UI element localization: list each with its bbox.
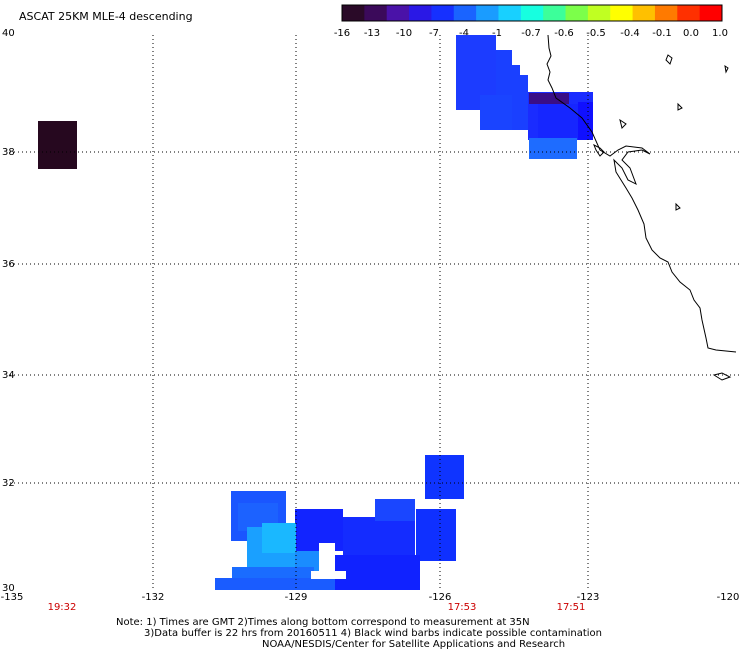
colorbar-cell: [386, 5, 410, 21]
colorbar-label: -16: [334, 28, 350, 39]
colorbar-cell: [610, 5, 634, 21]
colorbar-cell: [565, 5, 589, 21]
coastline: [546, 34, 737, 381]
colorbar-label: -0.1: [652, 28, 672, 39]
colorbar: -16 -13 -10 -7 -4 -1 -0.7 -0.6 -0.5 -0.4…: [334, 4, 728, 39]
colorbar-label: -13: [364, 28, 380, 39]
lon-label: -126: [429, 592, 452, 603]
lon-label: -120: [717, 592, 740, 603]
colorbar-cell: [587, 5, 611, 21]
lat-label: 32: [2, 478, 15, 489]
lat-label: 34: [2, 370, 15, 381]
swath-time: 17:51: [557, 602, 586, 613]
colorbar-cell: [520, 5, 544, 21]
colorbar-cell: [453, 5, 477, 21]
swath-time: 17:53: [448, 602, 477, 613]
colorbar-label: -1: [492, 28, 502, 39]
colorbar-label: 1.0: [712, 28, 728, 39]
colorbar-label: -0.4: [620, 28, 640, 39]
lon-label: -129: [285, 592, 308, 603]
colorbar-cell: [654, 5, 678, 21]
wind-swaths: [38, 35, 593, 590]
credit-line: NOAA/NESDIS/Center for Satellite Applica…: [262, 639, 565, 650]
colorbar-cell: [364, 5, 388, 21]
colorbar-label: -10: [396, 28, 412, 39]
swath-time: 19:32: [48, 602, 77, 613]
colorbar-cell: [699, 5, 723, 21]
colorbar-cell: [476, 5, 499, 21]
colorbar-label: -0.6: [554, 28, 574, 39]
colorbar-cell: [677, 5, 701, 21]
lat-label: 36: [2, 259, 15, 270]
colorbar-cell: [409, 5, 432, 21]
note-line-2: 3)Data buffer is 22 hrs from 20160511 4)…: [144, 628, 602, 639]
colorbar-label: -4: [459, 28, 469, 39]
colorbar-cell: [632, 5, 656, 21]
lat-label: 40: [2, 28, 15, 39]
lon-label: -132: [142, 592, 165, 603]
lat-label: 38: [2, 147, 15, 158]
graticule: [10, 35, 740, 590]
colorbar-label: -0.5: [586, 28, 606, 39]
note-line-1: Note: 1) Times are GMT 2)Times along bot…: [116, 617, 530, 628]
lat-label: 30: [2, 583, 15, 594]
lon-label: -123: [577, 592, 600, 603]
colorbar-cell: [431, 5, 455, 21]
map-title: ASCAT 25KM MLE-4 descending: [19, 10, 193, 23]
colorbar-cell: [498, 5, 522, 21]
colorbar-cell: [543, 5, 567, 21]
colorbar-cell: [342, 5, 365, 21]
lon-label: -135: [1, 592, 24, 603]
colorbar-label: 0.0: [683, 28, 699, 39]
colorbar-label: -0.7: [521, 28, 541, 39]
colorbar-label: -7: [429, 28, 439, 39]
